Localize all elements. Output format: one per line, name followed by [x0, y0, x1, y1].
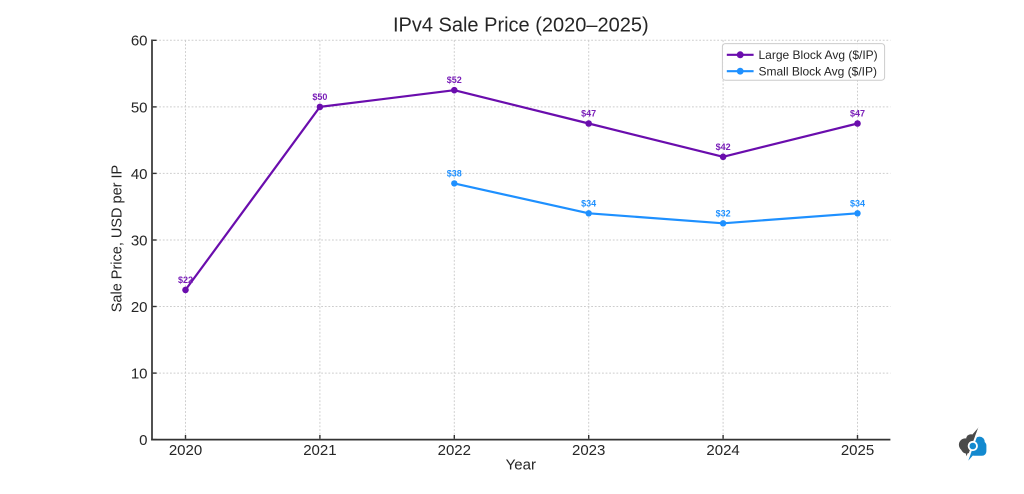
- svg-text:40: 40: [131, 166, 148, 183]
- svg-text:10: 10: [131, 366, 148, 383]
- svg-text:2024: 2024: [706, 442, 739, 459]
- svg-text:Small Block Avg ($/IP): Small Block Avg ($/IP): [759, 64, 878, 78]
- svg-text:2020: 2020: [169, 442, 202, 459]
- svg-text:2022: 2022: [438, 442, 471, 459]
- svg-text:Sale Price, USD per IP: Sale Price, USD per IP: [110, 165, 126, 312]
- svg-text:2025: 2025: [841, 442, 874, 459]
- svg-text:$34: $34: [581, 198, 596, 208]
- svg-text:$22: $22: [178, 275, 193, 285]
- svg-text:$50: $50: [312, 92, 327, 102]
- svg-text:$52: $52: [447, 75, 462, 85]
- svg-text:30: 30: [131, 232, 148, 249]
- svg-text:2021: 2021: [303, 442, 336, 459]
- svg-text:$42: $42: [716, 142, 731, 152]
- svg-text:$47: $47: [581, 109, 596, 119]
- svg-text:$47: $47: [850, 109, 865, 119]
- svg-text:$32: $32: [716, 208, 731, 218]
- svg-text:20: 20: [131, 299, 148, 316]
- svg-text:2023: 2023: [572, 442, 605, 459]
- svg-text:Year: Year: [506, 457, 536, 474]
- svg-text:$38: $38: [447, 168, 462, 178]
- svg-text:$34: $34: [850, 198, 865, 208]
- svg-text:60: 60: [131, 33, 148, 50]
- svg-text:IPv4 Sale Price (2020–2025): IPv4 Sale Price (2020–2025): [393, 15, 649, 37]
- svg-text:Large Block Avg ($/IP): Large Block Avg ($/IP): [759, 48, 878, 62]
- svg-text:50: 50: [131, 99, 148, 116]
- svg-text:0: 0: [139, 432, 147, 449]
